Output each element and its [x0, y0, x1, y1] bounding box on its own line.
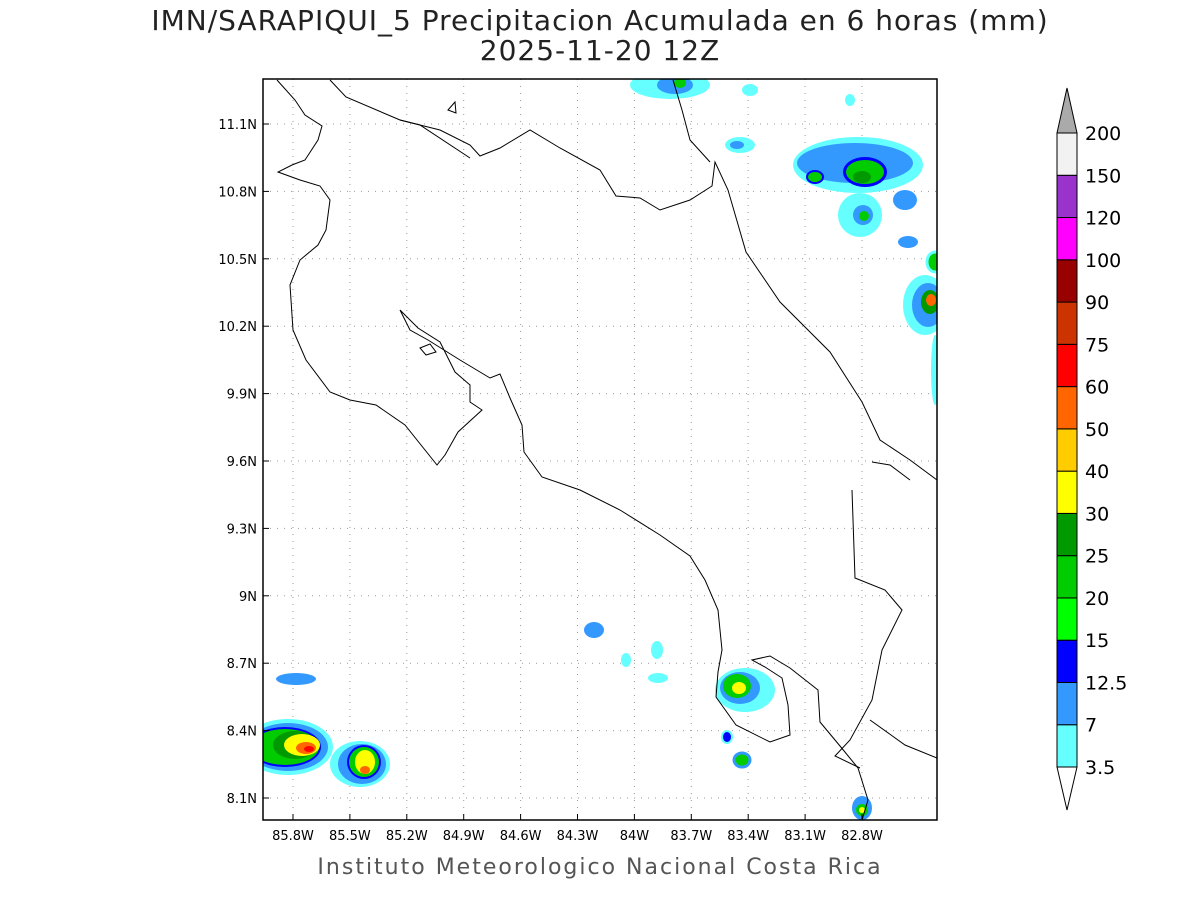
colorbar-label: 15: [1085, 630, 1109, 652]
cell-small: [732, 751, 752, 769]
colorbar-swatch: [1056, 597, 1078, 641]
colorbar-label: 150: [1085, 165, 1121, 187]
map-title: IMN/SARAPIQUI_5 Precipitacion Acumulada …: [151, 4, 1049, 37]
x-tick-label: 84.3W: [557, 829, 599, 844]
grid-lines: [263, 79, 937, 820]
precipitation-cells: [263, 79, 937, 820]
y-tick-label: 8.4N: [227, 725, 257, 740]
colorbar-over-arrow: [1056, 87, 1078, 134]
colorbar-swatch: [1056, 259, 1078, 303]
cell-small: [721, 730, 733, 744]
x-tick-label: 83.7W: [670, 829, 712, 844]
coastline: [276, 79, 937, 820]
x-tick-label: 83.1W: [784, 829, 826, 844]
x-tick-label: 85.5W: [329, 829, 371, 844]
map-frame: [262, 78, 938, 821]
colorbar-label: 90: [1085, 292, 1109, 314]
map-subtitle: 2025-11-20 12Z: [479, 34, 721, 67]
y-tick-label: 9.9N: [227, 388, 257, 403]
colorbar-label: 75: [1085, 334, 1109, 356]
colorbar-label: 30: [1085, 503, 1109, 525]
colorbar-swatch: [1056, 639, 1078, 683]
x-tick-label: 85.2W: [386, 829, 428, 844]
cell-85.8w-8.3n: [263, 719, 333, 775]
colorbar-label: 40: [1085, 461, 1109, 483]
colorbar: 3.5 7 12.5 15 20 25 30 40 50 60 75 90 100 120 150 200: [1056, 87, 1127, 811]
colorbar-label: 50: [1085, 419, 1109, 441]
colorbar-label: 7: [1085, 715, 1097, 737]
cell-small: [648, 673, 668, 683]
colorbar-label: 20: [1085, 588, 1109, 610]
colorbar-label: 100: [1085, 250, 1121, 272]
y-tick-label: 10.5N: [218, 253, 257, 268]
cell-85.5w-8.3n: [330, 741, 390, 787]
cell-small: [621, 653, 631, 667]
x-tick-label: 85.8W: [272, 829, 314, 844]
x-tick-label: 84W: [620, 829, 650, 844]
colorbar-label: 25: [1085, 546, 1109, 568]
cell-83.5w-8.6n: [715, 668, 775, 712]
colorbar-swatch: [1056, 555, 1078, 599]
y-tick-label: 8.7N: [227, 657, 257, 672]
colorbar-label: 3.5: [1085, 757, 1115, 779]
y-tick-label: 9N: [239, 590, 257, 605]
cell-caribbean-north: [725, 94, 923, 248]
colorbar-label: 120: [1085, 208, 1121, 230]
x-tick-label: 82.8W: [841, 829, 883, 844]
colorbar-swatch: [1056, 428, 1078, 472]
colorbar-swatch: [1056, 132, 1078, 176]
cell-small: [584, 622, 604, 638]
colorbar-swatch: [1056, 217, 1078, 261]
y-tick-label: 10.8N: [218, 185, 257, 200]
colorbar-swatch: [1056, 386, 1078, 430]
colorbar-swatch: [1056, 681, 1078, 726]
colorbar-swatch: [1056, 174, 1078, 219]
colorbar-label: 12.5: [1085, 672, 1127, 694]
cell-top-border: [630, 79, 758, 99]
colorbar-swatch: [1056, 724, 1078, 768]
x-tick-label: 84.6W: [500, 829, 542, 844]
colorbar-under-arrow: [1056, 766, 1078, 811]
cell-small: [276, 673, 316, 685]
colorbar-label: 200: [1085, 123, 1121, 145]
y-tick-label: 9.3N: [227, 522, 257, 537]
cell-caribbean-east: [903, 250, 937, 405]
cell-small: [651, 641, 663, 659]
colorbar-swatch: [1056, 301, 1078, 345]
footer-credit: Instituto Meteorologico Nacional Costa R…: [317, 855, 883, 880]
colorbar-swatch: [1056, 343, 1078, 388]
y-tick-label: 8.1N: [227, 792, 257, 807]
y-tick-label: 11.1N: [218, 118, 257, 133]
colorbar-label: 60: [1085, 377, 1109, 399]
x-tick-label: 84.9W: [443, 829, 485, 844]
y-tick-label: 10.2N: [218, 320, 257, 335]
colorbar-swatch: [1056, 470, 1078, 514]
y-tick-label: 9.6N: [227, 455, 257, 470]
colorbar-swatch: [1056, 512, 1078, 557]
x-tick-label: 83.4W: [727, 829, 769, 844]
